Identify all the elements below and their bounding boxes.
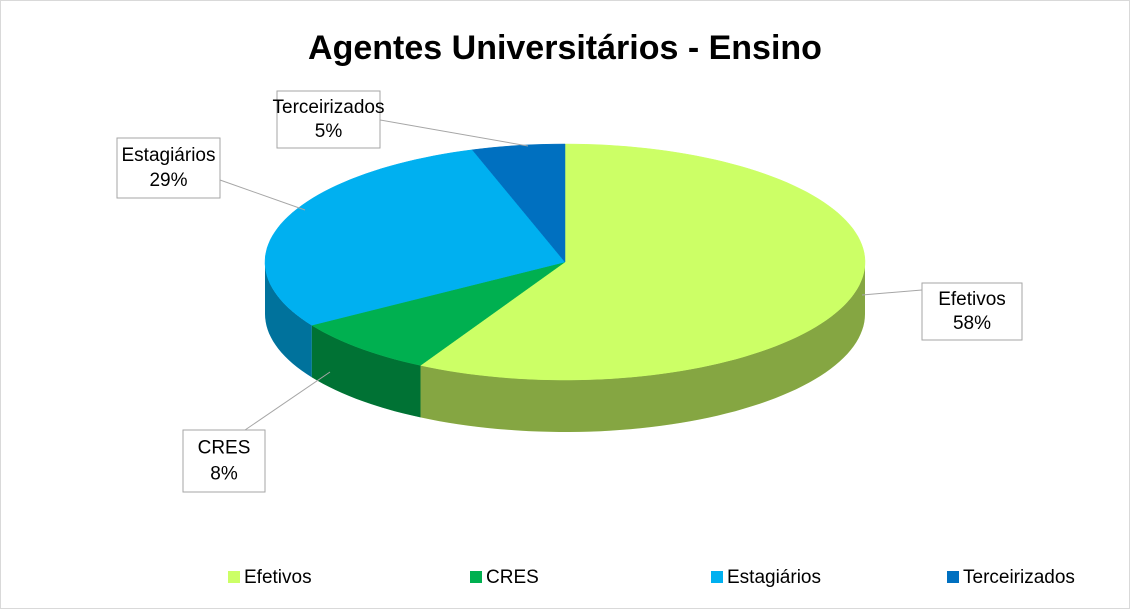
data-label-box xyxy=(276,90,381,149)
legend-label: Efetivos xyxy=(244,567,312,588)
chart-title: Agentes Universitários - Ensino xyxy=(308,29,822,67)
leader-line xyxy=(379,119,529,147)
data-label-box xyxy=(921,282,1023,341)
pie-side xyxy=(311,325,421,418)
data-label-name: Estagiários xyxy=(122,145,216,166)
pie-side xyxy=(265,262,312,378)
legend-swatch xyxy=(947,571,959,583)
leader-line xyxy=(861,289,923,296)
pie-side-shade xyxy=(311,325,421,418)
pie-slice xyxy=(419,143,866,381)
data-label-value: 29% xyxy=(149,170,187,191)
pie-slice xyxy=(311,261,566,366)
leader-line xyxy=(219,179,306,211)
data-label-name: Efetivos xyxy=(938,289,1006,310)
data-label-box xyxy=(182,429,266,493)
legend-label: Estagiários xyxy=(727,567,821,588)
pie-slice xyxy=(471,143,566,263)
data-label-value: 5% xyxy=(315,121,343,142)
data-label-value: 58% xyxy=(953,313,991,334)
data-label-name: CRES xyxy=(198,438,251,459)
legend-swatch xyxy=(711,571,723,583)
pie-slice xyxy=(264,149,566,326)
leader-line xyxy=(244,371,331,431)
pie-side xyxy=(420,262,865,432)
legend-swatch xyxy=(470,571,482,583)
data-label-value: 8% xyxy=(210,464,238,485)
data-label-box xyxy=(116,137,221,199)
pie-side-shade xyxy=(420,262,865,432)
legend-label: CRES xyxy=(486,567,539,588)
data-label-name: Terceirizados xyxy=(273,97,385,118)
pie-side-shade xyxy=(265,262,312,378)
legend-label: Terceirizados xyxy=(963,567,1075,588)
legend-swatch xyxy=(228,571,240,583)
